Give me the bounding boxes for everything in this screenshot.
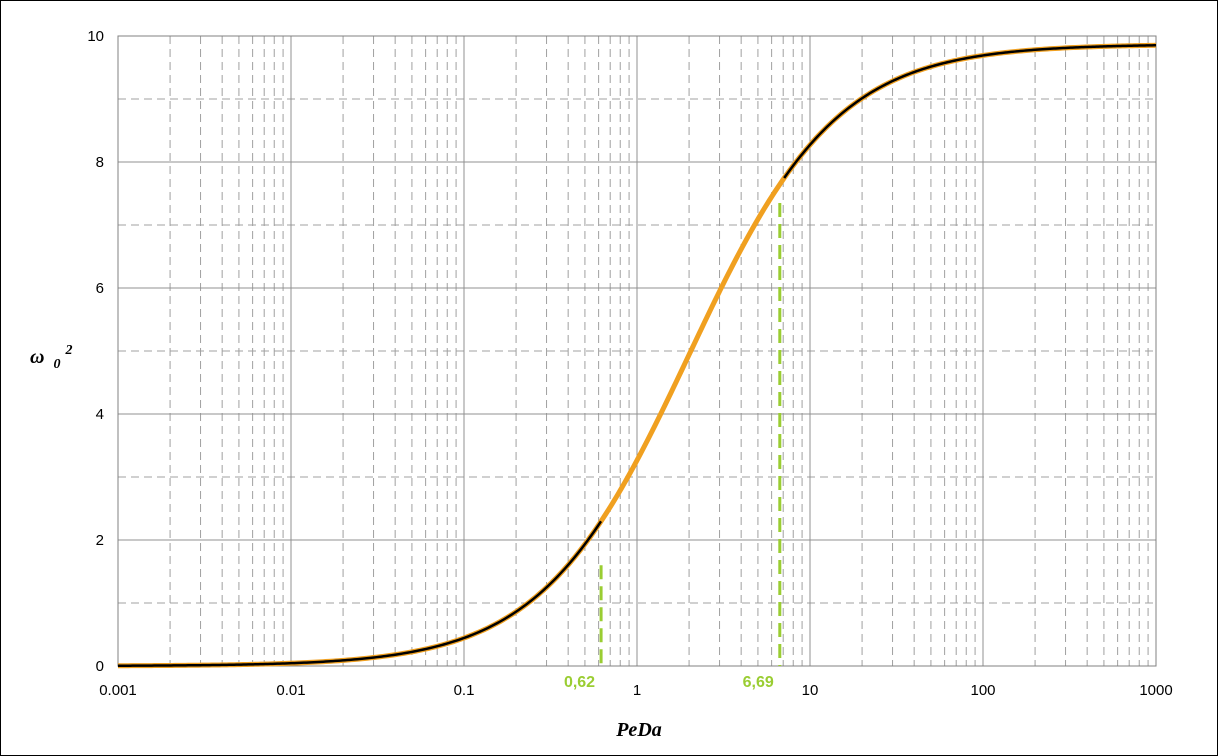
series-black-high — [783, 44, 1157, 179]
series-black-low — [117, 520, 603, 667]
series-layer — [117, 42, 1157, 669]
plot-area-border — [117, 35, 1157, 667]
y-axis-title-main: ω — [30, 346, 44, 368]
x-tick-label: 1000 — [1139, 682, 1172, 699]
x-tick-label: 100 — [970, 682, 995, 699]
y-tick-labels: 0 2 4 6 8 10 — [87, 28, 104, 675]
y-tick-label: 8 — [96, 154, 104, 171]
y-axis-title-sub: 0 — [53, 357, 60, 372]
x-tick-label: 0.001 — [99, 682, 137, 699]
y-axis-title-sup: 2 — [64, 343, 72, 358]
x-tick-label: 1 — [633, 682, 641, 699]
markers-layer: 0,62 6,69 — [564, 202, 782, 691]
x-tick-label: 0.1 — [454, 682, 475, 699]
series-orange-mid — [599, 183, 782, 523]
marker-label-1: 0,62 — [564, 674, 595, 691]
y-tick-label: 2 — [96, 532, 104, 549]
marker-label-2: 6,69 — [743, 674, 774, 691]
minor-gridlines — [118, 36, 1156, 666]
major-gridlines — [117, 35, 1157, 667]
x-tick-label: 0.01 — [276, 682, 305, 699]
y-tick-label: 0 — [96, 658, 104, 675]
y-tick-label: 6 — [96, 280, 104, 297]
y-axis-title: ω 0 2 — [30, 343, 72, 373]
y-tick-label: 4 — [96, 406, 104, 423]
x-axis-title: PeDa — [615, 719, 662, 741]
x-tick-label: 10 — [802, 682, 819, 699]
y-tick-label: 10 — [87, 28, 104, 45]
x-tick-labels: 0.001 0.01 0.1 1 10 100 1000 — [99, 682, 1172, 699]
